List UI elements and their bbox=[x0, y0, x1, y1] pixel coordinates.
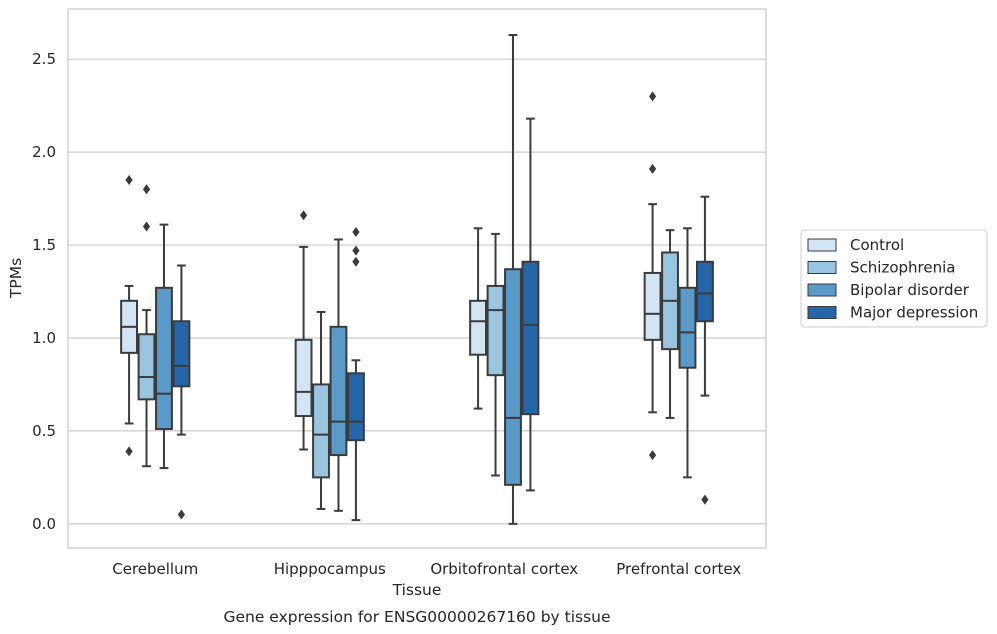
y-tick-labels: 0.0 0.5 1.0 1.5 2.0 2.5 bbox=[32, 50, 56, 533]
box-group bbox=[521, 117, 540, 492]
box bbox=[172, 320, 191, 388]
box-group bbox=[312, 310, 330, 510]
outlier-point bbox=[352, 256, 360, 267]
box-group bbox=[329, 238, 348, 512]
legend-label: Bipolar disorder bbox=[850, 281, 970, 299]
legend-swatch bbox=[807, 306, 837, 319]
outlier-point bbox=[125, 446, 133, 457]
box bbox=[294, 338, 313, 418]
boxes-layer bbox=[120, 34, 714, 525]
y-tick-label: 2.5 bbox=[32, 50, 56, 68]
box-group bbox=[661, 229, 679, 419]
box-group bbox=[504, 34, 522, 525]
chart-caption: Gene expression for ENSG00000267160 by t… bbox=[223, 608, 610, 626]
x-axis-label: Tissue bbox=[392, 581, 442, 599]
box bbox=[312, 383, 330, 479]
x-tick-label: Orbitofrontal cortex bbox=[430, 560, 578, 578]
y-tick-label: 0.5 bbox=[32, 422, 56, 440]
outlier-point bbox=[177, 509, 186, 520]
x-tick-label: Prefrontal cortex bbox=[616, 560, 741, 578]
box bbox=[329, 325, 348, 457]
box-group bbox=[643, 91, 662, 461]
box-group bbox=[172, 264, 191, 520]
box-group bbox=[696, 195, 714, 505]
box bbox=[347, 372, 365, 442]
box-group bbox=[678, 227, 697, 479]
outlier-point bbox=[352, 245, 360, 256]
x-tick-labels: Cerebellum Hipppocampus Orbitofrontal cort… bbox=[112, 560, 741, 578]
legend-swatch bbox=[807, 261, 837, 274]
y-tick-label: 1.0 bbox=[32, 329, 56, 347]
legend-label: Control bbox=[850, 236, 904, 254]
box-group bbox=[486, 232, 505, 477]
x-tick-label: Cerebellum bbox=[112, 560, 198, 578]
outlier-point bbox=[648, 91, 657, 102]
plot-frame bbox=[67, 8, 767, 549]
outlier-point bbox=[352, 227, 360, 238]
outlier-point bbox=[648, 163, 657, 174]
y-tick-label: 2.0 bbox=[32, 143, 56, 161]
box-group bbox=[469, 227, 487, 410]
box-group bbox=[120, 174, 139, 457]
outlier-point bbox=[299, 210, 308, 221]
box-group bbox=[137, 184, 156, 468]
outlier-point bbox=[125, 174, 133, 185]
legend-swatch bbox=[807, 238, 837, 252]
box bbox=[486, 284, 505, 377]
legend: Control Schizophrenia Bipolar disorder Majo… bbox=[800, 229, 988, 328]
box-group bbox=[294, 210, 313, 451]
box bbox=[155, 286, 173, 431]
outlier-point bbox=[701, 494, 709, 505]
outlier-point bbox=[142, 184, 151, 195]
box bbox=[137, 333, 156, 401]
x-tick-label: Hipppocampus bbox=[274, 560, 386, 578]
outlier-point bbox=[142, 221, 151, 232]
box bbox=[643, 271, 662, 341]
legend-label: Schizophrenia bbox=[850, 259, 955, 277]
box bbox=[678, 286, 697, 369]
legend-frame bbox=[800, 229, 988, 328]
box bbox=[469, 299, 487, 356]
box-group bbox=[347, 227, 365, 522]
y-tick-label: 1.5 bbox=[32, 236, 56, 254]
outlier-point bbox=[648, 450, 657, 461]
legend-swatch bbox=[807, 283, 837, 297]
y-tick-label: 0.0 bbox=[32, 515, 56, 533]
y-axis-label: TPMs bbox=[7, 258, 25, 299]
legend-label: Major depression bbox=[850, 304, 978, 322]
box-group bbox=[155, 223, 173, 470]
box bbox=[696, 260, 714, 323]
box bbox=[504, 268, 522, 486]
box bbox=[521, 260, 540, 416]
